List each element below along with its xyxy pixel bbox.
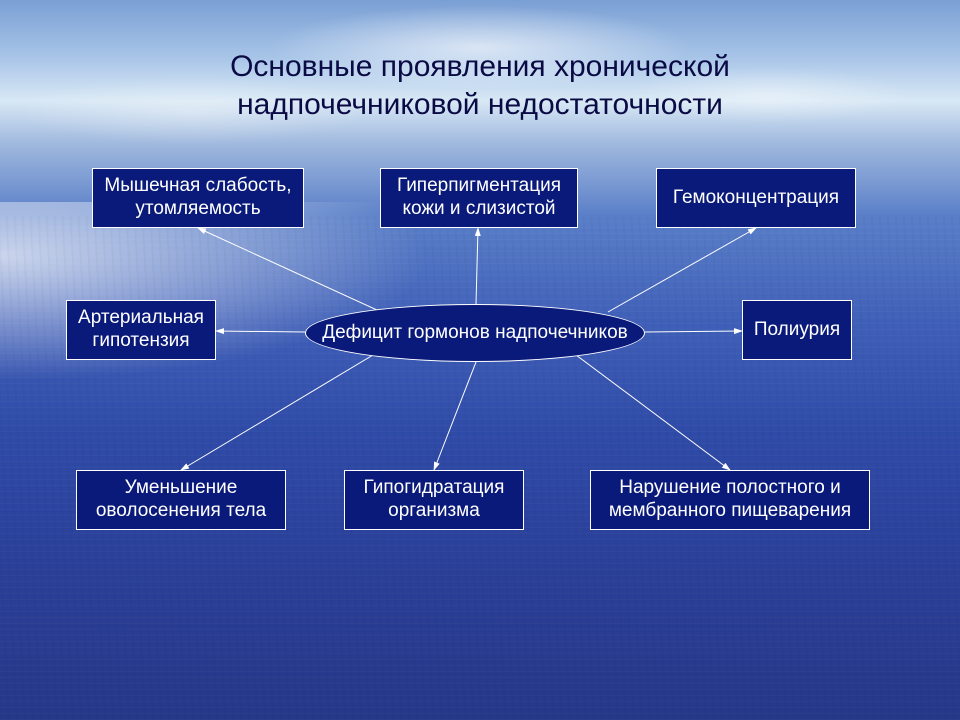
title-line-2: надпочечниковой недостаточности <box>237 88 723 121</box>
diagram-node: Гемоконцентрация <box>656 168 856 228</box>
connector-line <box>181 352 378 470</box>
connector-line <box>608 228 756 312</box>
diagram-node: Гиперпигментация кожи и слизистой <box>380 168 578 228</box>
diagram-node: Мышечная слабость, утомляемость <box>92 168 304 228</box>
diagram-node: Полиурия <box>742 300 852 360</box>
connector-line <box>572 352 730 470</box>
center-node: Дефицит гормонов надпочечников <box>305 304 645 362</box>
diagram-node: Гипогидратация организма <box>344 470 524 530</box>
diagram-node: Нарушение полостного и мембранного пищев… <box>590 470 870 530</box>
connector-line <box>216 331 305 332</box>
water-texture <box>0 216 960 720</box>
slide-title: Основные проявления хронической надпочеч… <box>0 48 960 123</box>
connector-line <box>198 228 390 316</box>
title-line-1: Основные проявления хронической <box>230 50 730 83</box>
connector-line <box>476 228 478 304</box>
diagram-node: Артериальная гипотензия <box>66 300 216 360</box>
connector-line <box>645 331 742 332</box>
diagram-node: Уменьшение оволосенения тела <box>76 470 286 530</box>
connector-line <box>434 362 476 470</box>
